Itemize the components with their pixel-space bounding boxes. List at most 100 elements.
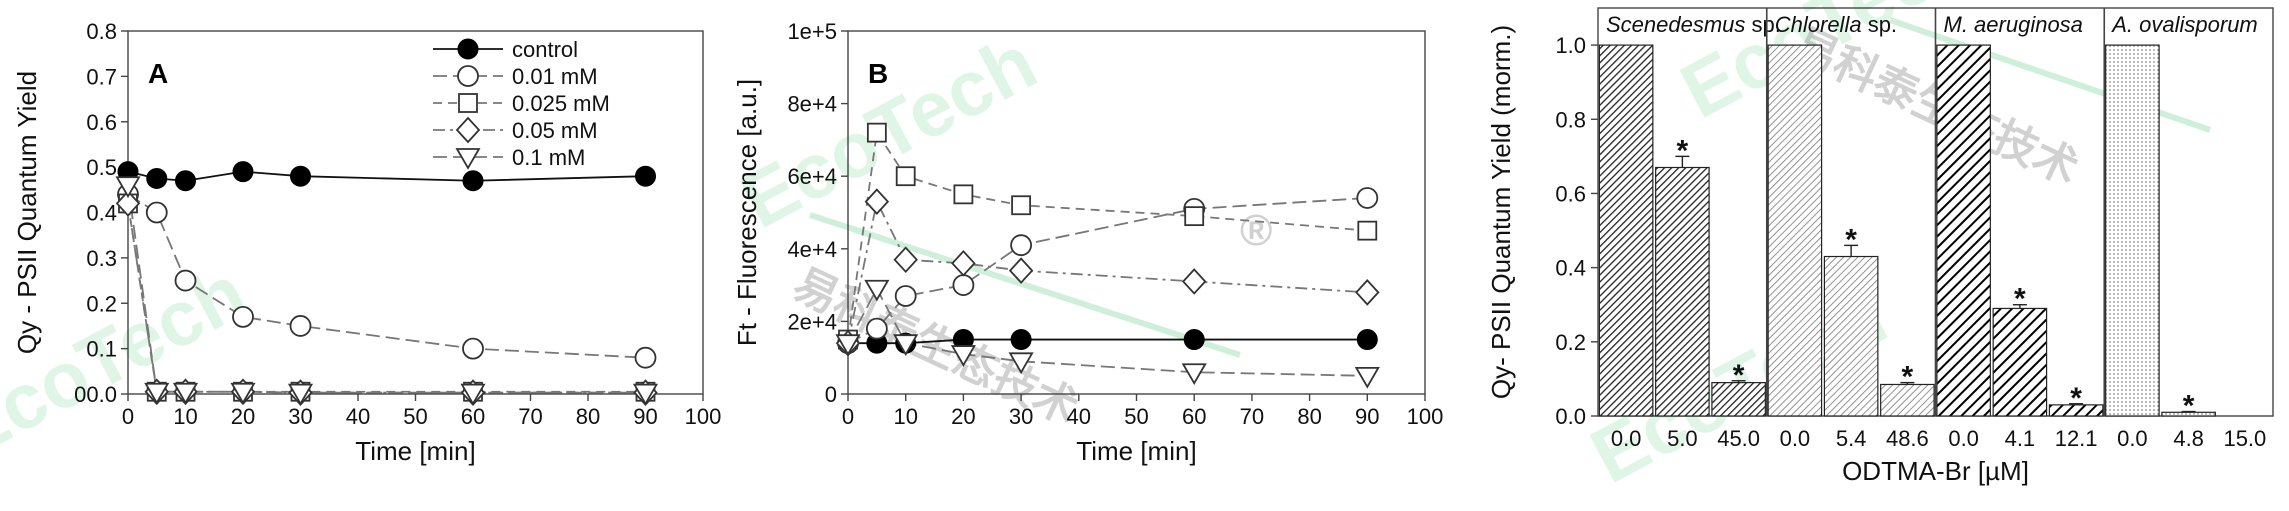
panel-b-chart: 0 10 20 30 40 50 60 70 80 90 100 0 2e+4 4e+4 6e+4 8e+4 1… [732,19,1443,466]
group-title: Scenedesmus sp. [1606,12,1781,37]
data-point [1355,279,1380,306]
data-point [1008,257,1034,284]
watermark-cn-1: 易科泰生态技术 [786,260,1086,435]
data-point [835,334,861,356]
bar [1823,255,1879,417]
y-tick-label: 0.7 [86,64,117,89]
series-line [127,170,646,182]
x-tick-label: 0.0 [1611,426,1642,451]
data-point [893,334,919,356]
data-point [232,161,254,183]
x-axis-label: Time [min] [1076,436,1196,466]
bar [1598,44,1654,417]
y-tick-label: 0.1 [86,337,117,362]
x-tick-label: 60 [461,404,485,429]
x-tick-label: 50 [1124,404,1148,429]
y-tick-label: 1e+5 [787,19,837,44]
bar [1936,44,1991,417]
x-tick-label: 12.1 [2055,426,2098,451]
group-title: M. aeruginosa [1944,12,2083,37]
y-tick-label: 0.3 [86,246,117,271]
bar [1880,383,1935,417]
data-point [864,279,890,302]
data-point [950,345,976,367]
data-point [462,337,484,360]
data-point [174,269,197,292]
data-point [232,305,254,328]
data-point [1010,234,1032,257]
data-point [289,315,312,337]
y-tick-label: 4e+4 [787,237,837,262]
x-axis-label: ODTMA-Br [µM] [1842,456,2029,486]
y-tick-label: 0.2 [1555,330,1586,355]
y-tick-label: 8e+4 [787,92,837,117]
watermark-stripe-1 [809,212,1241,358]
legend-marker [458,93,478,113]
data-point [1354,366,1380,389]
panel-label: A [148,58,168,89]
x-tick-label: 100 [1407,404,1444,429]
bar [2105,44,2160,417]
x-tick-label: 20 [231,404,255,429]
x-tick-label: 20 [951,404,975,429]
group-title-name: Scenedesmus [1606,12,1745,37]
data-point [952,274,975,297]
data-point [1181,268,1207,295]
group-title: Chlorella sp. [1775,12,1897,37]
x-tick-label: 0 [842,404,854,429]
y-tick-label: 0.4 [1555,256,1586,281]
data-point [864,188,890,215]
significance-star: * [1845,223,1857,256]
y-tick-label: 0.4 [86,201,117,226]
data-point [1356,329,1378,351]
x-tick-label: 10 [173,404,197,429]
significance-star: * [2070,382,2082,415]
x-tick-label: 70 [1240,404,1264,429]
data-point [172,382,199,405]
x-tick-label: 30 [288,404,312,429]
data-point [462,170,484,192]
data-point [145,201,168,224]
series-line [847,130,1368,340]
significance-star: * [1733,359,1745,392]
x-tick-label: 0.0 [1780,426,1811,451]
y-tick-label: 0.5 [86,155,117,180]
x-tick-label: 15.0 [2223,426,2266,451]
data-point [144,382,170,405]
bar [1992,307,2048,417]
data-point [1183,329,1205,351]
y-axis-label: Qy - PSII Quantum Yield [12,71,42,354]
x-tick-label: 0.0 [1948,426,1979,451]
x-tick-label: 60 [1182,404,1206,429]
significance-star: * [1677,134,1689,167]
x-tick-label: 30 [1009,404,1033,429]
x-tick-label: 90 [1355,404,1379,429]
y-tick-label: 0.6 [86,110,117,135]
data-point [635,165,656,187]
legend-label: 0.01 mM [512,64,598,89]
data-point [1184,206,1205,227]
legend-marker [457,65,479,87]
group-title-name: Chlorella [1775,12,1862,37]
data-point [230,382,256,405]
significance-star: * [1902,361,1914,394]
data-point [1010,329,1032,351]
group-title-suffix: sp. [1862,12,1897,37]
y-tick-label: 0 [825,382,837,407]
data-point [115,190,141,217]
y-tick-label: 00.0 [74,382,117,407]
data-point [632,383,659,406]
x-tick-label: 90 [633,404,657,429]
x-tick-label: 4.8 [2173,426,2204,451]
bar-chart: 0.0 0.2 0.4 0.6 0.8 1.0 Qy- PSII Quantum Yield… [1486,7,2274,486]
x-tick-label: 0 [122,404,134,429]
group-title-suffix: sp. [1745,12,1780,37]
legend-label: 0.05 mM [512,118,598,143]
x-tick-label: 48.6 [1886,426,1929,451]
watermark-registered: ® [1240,206,1272,255]
group-title: A. ovalisporum [2110,12,2258,37]
y-tick-label: 2e+4 [787,309,837,334]
watermark: EcoTech EcoTech EcoTech EcoTech 易科泰生态技术 … [0,0,2211,500]
x-tick-label: 4.1 [2005,426,2036,451]
